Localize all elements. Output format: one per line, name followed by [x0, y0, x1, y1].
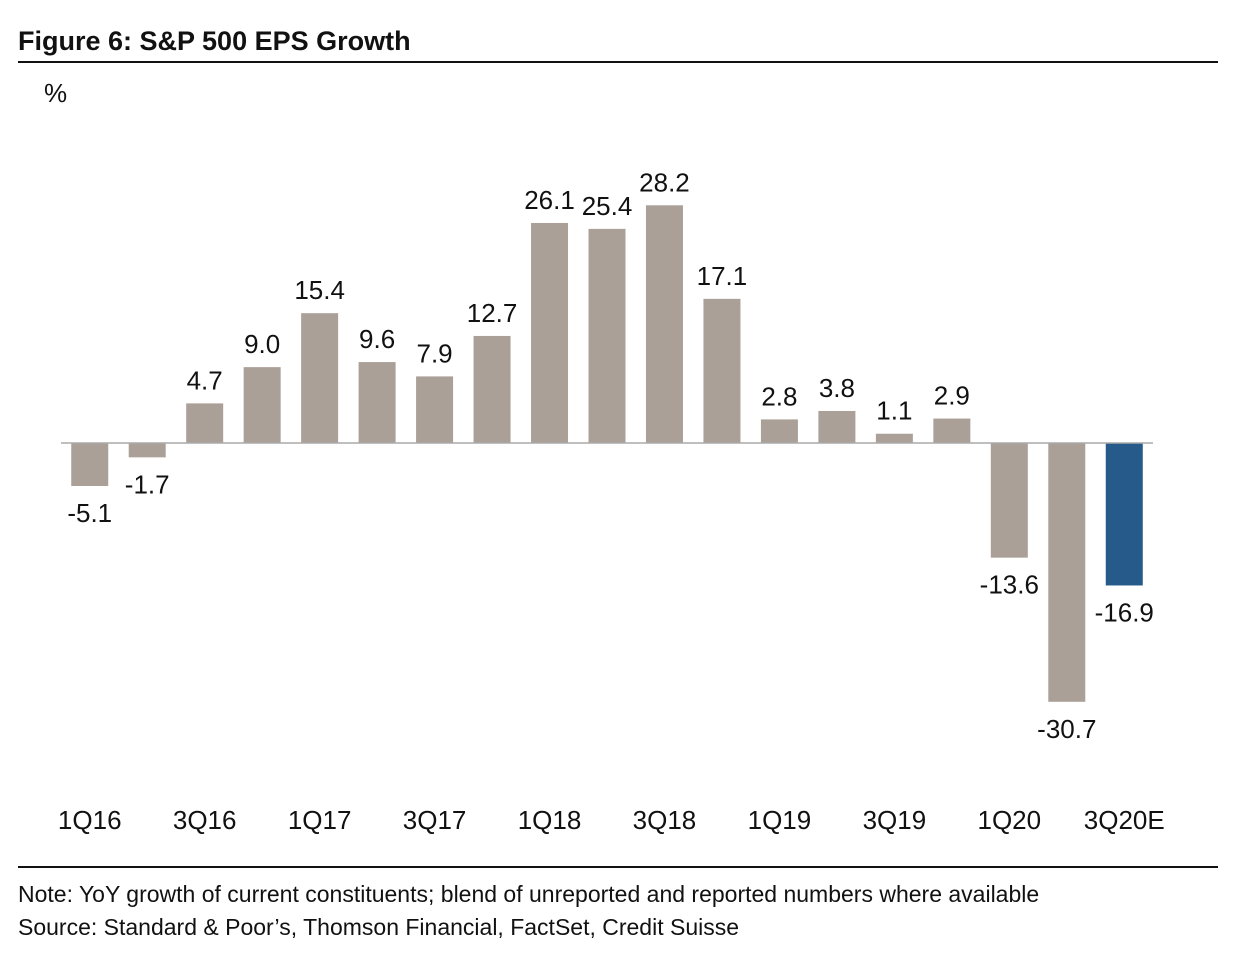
- data-label-3Q17: 7.9: [417, 338, 453, 368]
- x-tick-label-3Q18: 3Q18: [633, 805, 697, 835]
- bar-1Q16: [71, 443, 109, 486]
- data-label-1Q19: 2.8: [761, 381, 797, 411]
- data-label-4Q19: 2.9: [934, 381, 970, 411]
- bar-1Q20: [990, 443, 1028, 558]
- bar-4Q18: [703, 298, 741, 443]
- data-label-2Q20: -30.7: [1037, 714, 1096, 744]
- data-label-3Q18: 28.2: [639, 167, 690, 197]
- bar-2Q18: [588, 228, 626, 443]
- bar-series: [71, 205, 1143, 702]
- x-tick-label-3Q19: 3Q19: [863, 805, 927, 835]
- x-tick-label-1Q19: 1Q19: [748, 805, 812, 835]
- bar-4Q16: [243, 367, 281, 443]
- x-tick-label-3Q17: 3Q17: [403, 805, 467, 835]
- x-axis-tick-labels: 1Q16 3Q16 1Q17 3Q17 1Q18 3Q18 1Q19 3Q19 1Q20 3Q20…: [58, 805, 1165, 835]
- data-label-2Q17: 9.6: [359, 324, 395, 354]
- data-label-3Q16: 4.7: [187, 365, 223, 395]
- data-label-1Q16: -5.1: [67, 498, 112, 528]
- x-tick-label-1Q16: 1Q16: [58, 805, 122, 835]
- data-label-1Q18: 26.1: [524, 185, 575, 215]
- data-label-1Q20: -13.6: [980, 570, 1039, 600]
- data-label-4Q16: 9.0: [244, 329, 280, 359]
- bar-3Q16: [186, 403, 224, 443]
- chart-source: Source: Standard & Poor’s, Thomson Finan…: [18, 914, 740, 940]
- y-unit-label: %: [44, 78, 68, 108]
- bar-2Q19: [818, 410, 856, 443]
- data-label-4Q17: 12.7: [467, 298, 518, 328]
- data-label-1Q17: 15.4: [294, 275, 345, 305]
- data-label-3Q20E: -16.9: [1095, 597, 1154, 627]
- data-label-4Q18: 17.1: [697, 261, 748, 291]
- bar-1Q17: [301, 313, 339, 443]
- footnotes: Note: YoY growth of current constituents…: [18, 878, 1039, 944]
- x-tick-label-1Q18: 1Q18: [518, 805, 582, 835]
- bar-3Q17: [416, 376, 454, 443]
- data-label-2Q19: 3.8: [819, 373, 855, 403]
- bar-1Q19: [760, 419, 798, 443]
- title-divider: [18, 61, 1218, 63]
- x-tick-label-3Q20E: 3Q20E: [1084, 805, 1165, 835]
- x-tick-label-3Q16: 3Q16: [173, 805, 237, 835]
- x-tick-label-1Q20: 1Q20: [978, 805, 1042, 835]
- data-labels: -5.1 -1.7 4.7 9.0 15.4 9.6 7.9 12.7 26.1 25.428.2…: [67, 167, 1154, 744]
- footer-divider: [18, 866, 1218, 868]
- bar-3Q19: [875, 433, 913, 443]
- figure-title: Figure 6: S&P 500 EPS Growth: [18, 26, 411, 56]
- bar-2Q20: [1048, 443, 1086, 702]
- bar-1Q18: [531, 222, 569, 443]
- bar-2Q16: [128, 443, 166, 458]
- bar-4Q19: [933, 418, 971, 443]
- bar-3Q18: [645, 205, 683, 443]
- bar-4Q17: [473, 335, 511, 443]
- bar-2Q17: [358, 362, 396, 443]
- data-label-2Q16: -1.7: [125, 469, 170, 499]
- data-label-2Q18: 25.4: [582, 191, 633, 221]
- chart-note: Note: YoY growth of current constituents…: [18, 881, 1040, 907]
- data-label-3Q19: 1.1: [876, 396, 912, 426]
- bar-3Q20E: [1105, 443, 1143, 586]
- x-tick-label-1Q17: 1Q17: [288, 805, 352, 835]
